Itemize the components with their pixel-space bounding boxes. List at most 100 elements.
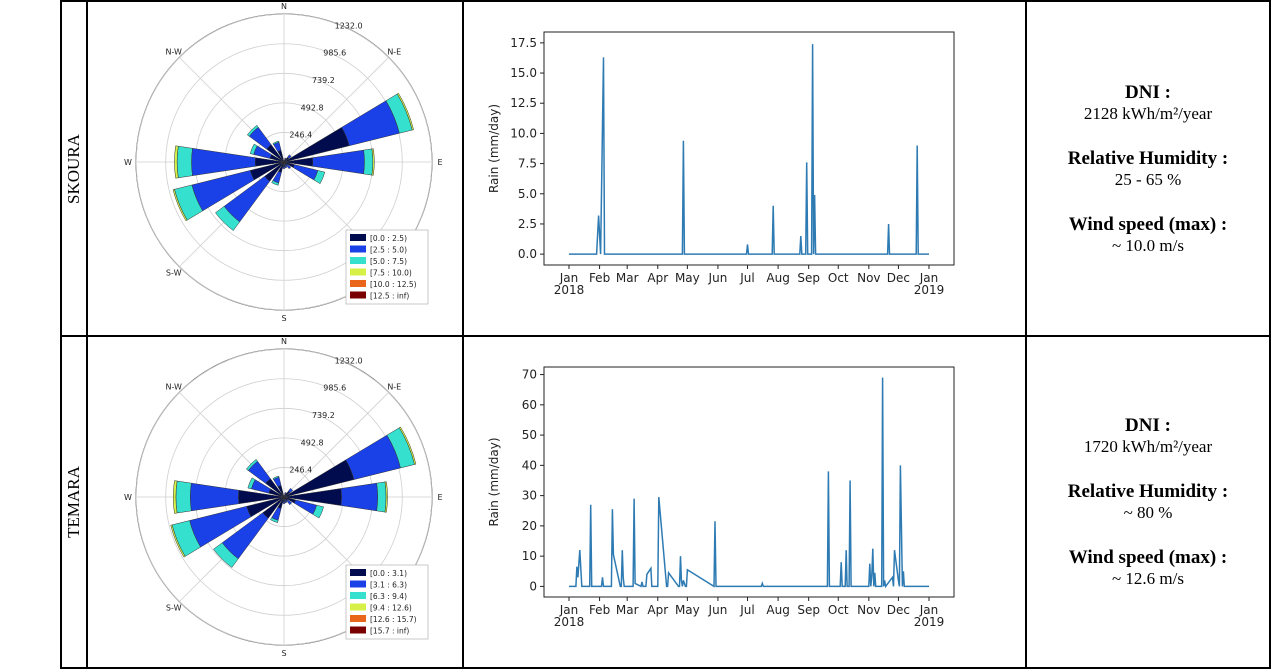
rain-xtick-label: Apr [647, 271, 668, 285]
rose-grid-spoke [283, 392, 389, 498]
rain-ytick-label: 40 [522, 458, 537, 472]
rose-legend-label: [10.0 : 12.5) [370, 280, 417, 289]
rose-radial-tick-label: 1232.0 [335, 356, 363, 365]
rose-legend-swatch [350, 280, 366, 287]
rose-legend-swatch [350, 245, 366, 253]
rain-ytick-label: 60 [522, 398, 537, 412]
rain-plot-frame [543, 366, 955, 598]
rose-petal-segment [213, 542, 239, 568]
rose-petal-segment [272, 475, 280, 480]
rain-ylabel: Rain (mm/day) [487, 437, 501, 526]
rose-direction-label: S-W [166, 268, 182, 277]
rain-xtick-label: 2018 [554, 283, 585, 297]
rose-petal-segment [286, 499, 293, 506]
humidity-value: ~ 80 % [1123, 503, 1173, 522]
rain-xtick-label: Jul [739, 271, 754, 285]
rose-direction-label: N-W [165, 383, 182, 392]
rose-direction-label: W [124, 493, 132, 502]
rose-petal-segment [282, 166, 286, 169]
table-row-temara: TEMARA 246.4 492.8 739.2 985.6 1232.0 N N-E E S S… [60, 335, 1271, 669]
rose-petal-segment [238, 489, 285, 505]
rose-petal-segment [363, 148, 374, 176]
wind-speed-value: ~ 10.0 m/s [1111, 235, 1184, 255]
wind-speed-value: ~ 12.6 m/s [1111, 569, 1184, 588]
site-label: SKOURA [64, 133, 83, 204]
rose-petal-segment [190, 482, 240, 512]
rain-xtick-label: Jun [708, 603, 728, 617]
rain-ytick-label: 5.0 [518, 187, 537, 201]
rain-xtick-label: Oct [828, 271, 849, 285]
rose-petal-segment [284, 492, 287, 495]
rain-ytick-label: 0 [529, 579, 537, 593]
rose-petal-segment [398, 426, 417, 465]
rose-petal-segment [376, 481, 387, 513]
rose-petal-segment [384, 481, 388, 513]
rose-radial-tick-label: 246.4 [289, 131, 312, 140]
rose-legend-label: [0.0 : 2.5) [370, 234, 407, 243]
rain-ytick-label: 12.5 [510, 96, 537, 110]
humidity-value: 25 - 65 % [1114, 169, 1182, 189]
rain-xtick-label: Mar [616, 271, 639, 285]
rose-petal-segment [174, 145, 179, 179]
rain-ytick-label: 70 [522, 368, 537, 382]
rose-petal-segment [172, 189, 188, 222]
rose-petal-segment [371, 148, 375, 176]
rain-xtick-label: Jan [919, 603, 939, 617]
rose-petal-segment [340, 482, 378, 512]
rose-petal-segment [282, 501, 286, 504]
rose-legend-label: [7.5 : 10.0) [370, 269, 412, 278]
rose-direction-label: N [281, 2, 287, 11]
rose-petal-segment [215, 205, 241, 231]
rose-grid-spoke [283, 57, 389, 163]
rain-xtick-label: Aug [766, 271, 789, 285]
rain-xtick-label: Feb [589, 603, 610, 617]
wind-speed-title: Wind speed (max) : [1068, 547, 1228, 568]
rose-direction-label: N-E [387, 48, 401, 57]
rose-radial-tick-label: 246.4 [289, 466, 312, 475]
rose-legend-label: [0.0 : 3.1) [370, 569, 407, 578]
rose-legend-swatch [350, 268, 366, 276]
rain-plot-frame [543, 31, 955, 266]
rose-direction-label: S-W [166, 603, 182, 612]
rose-petal-segment [284, 157, 287, 160]
rose-radial-tick-label: 492.8 [301, 103, 324, 112]
table-row-skoura: SKOURA 246.4 492.8 739.2 985.6 1232.0 N N-E E S S… [60, 0, 1271, 337]
dni-title: DNI : [1125, 81, 1171, 103]
rain-xtick-label: Nov [857, 271, 880, 285]
rose-legend-label: [3.1 : 6.3) [370, 581, 407, 590]
rose-petal-segment [287, 487, 294, 494]
rose-petal-segment [272, 140, 280, 145]
rain-xtick-label: Jan [919, 271, 939, 285]
rose-petal-segment [313, 170, 326, 184]
rose-direction-label: S [281, 314, 286, 323]
site-label-cell: SKOURA [60, 0, 88, 337]
rose-legend-label: [12.6 : 15.7) [370, 615, 417, 624]
wind-rose-chart: 246.4 492.8 739.2 985.6 1232.0 N N-E E S S-W W N-W [… [124, 337, 442, 658]
rose-petal-segment [247, 477, 256, 490]
rain-xtick-label: 2019 [914, 615, 945, 629]
rain-ytick-label: 20 [522, 519, 537, 533]
rose-radial-tick-label: 492.8 [301, 438, 324, 447]
dni-title: DNI : [1125, 415, 1171, 436]
rain-xtick-label: Sep [797, 271, 820, 285]
rose-petal-segment [246, 124, 259, 137]
rain-xtick-label: Sep [797, 603, 820, 617]
rose-legend-swatch [350, 569, 366, 576]
rose-legend-label: [9.4 : 12.6) [370, 604, 412, 613]
rose-radial-tick-label: 1232.0 [335, 21, 363, 30]
rose-direction-label: N-E [387, 383, 401, 392]
rose-petal-segment [249, 143, 258, 155]
rose-petal-segment [312, 504, 324, 519]
rain-xtick-label: Aug [766, 603, 789, 617]
rain-xtick-label: Oct [828, 603, 849, 617]
rain-xtick-label: Nov [857, 603, 880, 617]
dni-value: 1720 kWh/m²/year [1083, 437, 1213, 456]
rain-xtick-label: Jun [708, 271, 728, 285]
climate-stats-cell: DNI : 2128 kWh/m²/year Relative Humidity… [1025, 0, 1271, 337]
wind-rose-chart: 246.4 492.8 739.2 985.6 1232.0 N N-E E S S-W W N-W [… [124, 2, 442, 323]
rain-ytick-label: 2.5 [518, 217, 537, 231]
rain-xtick-label: Jan [559, 603, 579, 617]
climate-stats-cell: DNI : 1720 kWh/m²/year Relative Humidity… [1025, 335, 1271, 669]
rose-petal-segment [284, 164, 288, 169]
